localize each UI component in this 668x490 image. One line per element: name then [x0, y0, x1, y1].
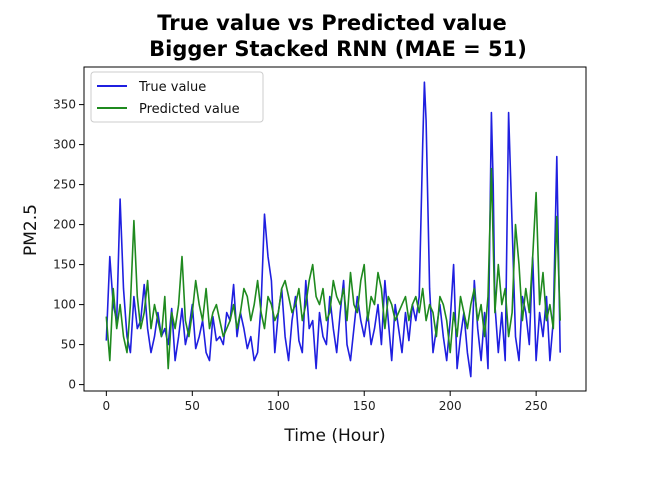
y-tick-label: 200 [53, 218, 76, 232]
legend: True value Predicted value [90, 71, 264, 123]
legend-label-true-value: True value [138, 80, 206, 95]
plot-series [105, 81, 561, 378]
y-tick-label: 300 [53, 138, 76, 152]
y-axis-ticks: 0 50 100 150 200 250 300 350 [53, 98, 84, 392]
x-axis-label: Time (Hour) [283, 426, 385, 446]
chart-title-line-1: True value vs Predicted value [157, 11, 506, 35]
x-tick-label: 150 [353, 399, 376, 413]
y-tick-label: 50 [61, 338, 76, 352]
x-tick-label: 0 [103, 399, 111, 413]
y-tick-label: 250 [53, 178, 76, 192]
y-axis-label: PM2.5 [21, 204, 41, 256]
x-tick-label: 200 [439, 399, 462, 413]
series-line-true-value [105, 81, 561, 378]
x-tick-label: 100 [267, 399, 290, 413]
chart-title-line-2: Bigger Stacked RNN (MAE = 51) [149, 37, 527, 61]
plot-frame [83, 66, 587, 392]
y-tick-label: 150 [53, 258, 76, 272]
legend-box [90, 71, 264, 123]
x-tick-label: 250 [525, 399, 548, 413]
y-tick-label: 0 [68, 378, 76, 392]
legend-label-predicted-value: Predicted value [139, 102, 240, 117]
x-tick-label: 50 [185, 399, 200, 413]
series-line-predicted-value [105, 167, 561, 370]
y-tick-label: 350 [53, 98, 76, 112]
y-tick-label: 100 [53, 298, 76, 312]
x-axis-ticks: 0 50 100 150 200 250 [103, 391, 548, 413]
